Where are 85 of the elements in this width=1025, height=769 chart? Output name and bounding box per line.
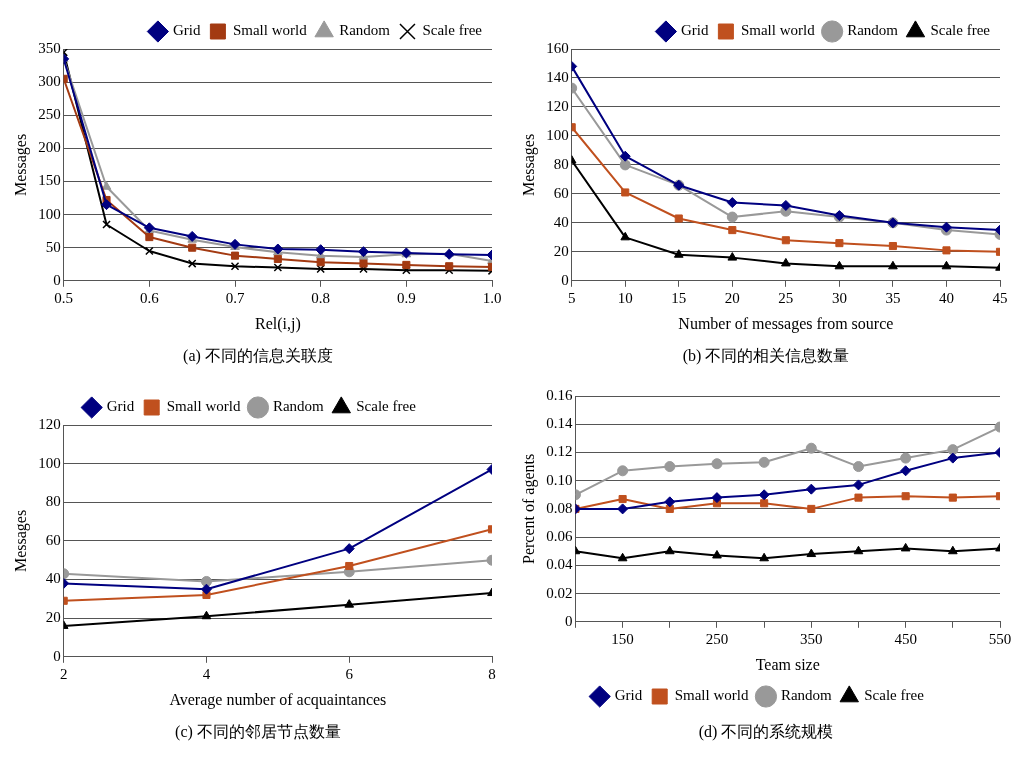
x-tick-label: 6	[345, 665, 354, 682]
y-tick-label: 0.08	[546, 499, 573, 516]
x-tick-label: 0.6	[139, 289, 160, 306]
y-tick-label: 0.10	[546, 471, 573, 488]
y-tick-label: 300	[38, 73, 61, 90]
x-tick-label: 5	[567, 289, 576, 306]
y-tick-label: 60	[45, 531, 61, 548]
x-tick-label: 0.8	[311, 289, 331, 306]
y-tick-label: 60	[553, 184, 569, 201]
y-axis-title: Messages	[519, 133, 538, 197]
x-tick-label: 0.9	[396, 289, 416, 306]
x-tick-label: 550	[988, 630, 1012, 647]
legend-label: Scale free	[422, 22, 483, 39]
x-tick-label: 0.7	[225, 289, 245, 306]
x-tick-label: 1.0	[482, 289, 502, 306]
x-axis-title: Rel(i,j)	[254, 314, 301, 333]
y-tick-label: 0.02	[546, 584, 573, 601]
y-tick-label: 0.06	[546, 528, 573, 545]
y-tick-label: 80	[553, 155, 569, 172]
x-tick-label: 2	[59, 665, 68, 682]
legend-label: Scale free	[930, 22, 991, 39]
y-tick-label: 250	[38, 106, 61, 123]
x-tick-label: 25	[778, 289, 794, 306]
legend-label: Small world	[166, 398, 241, 415]
x-tick-label: 350	[800, 630, 823, 647]
x-tick-label: 30	[831, 289, 847, 306]
y-tick-label: 140	[546, 68, 569, 85]
text: (a) 不同的信息关联度	[182, 346, 334, 367]
x-tick-label: 450	[894, 630, 917, 647]
x-tick-label: 4	[202, 665, 211, 682]
x-axis-title: Team size	[755, 655, 820, 673]
y-tick-label: 0	[561, 271, 569, 288]
y-tick-label: 150	[38, 172, 61, 189]
y-tick-label: 100	[38, 454, 61, 471]
y-tick-label: 0	[564, 612, 573, 629]
y-tick-label: 120	[546, 97, 569, 114]
text: (b) 不同的相关信息数量	[681, 346, 851, 367]
x-tick-label: 8	[488, 665, 496, 682]
y-tick-label: 0.16	[546, 386, 573, 403]
y-tick-label: 120	[38, 415, 61, 432]
y-tick-label: 0.04	[546, 556, 573, 573]
legend-label: Scale free	[864, 687, 925, 704]
legend-label: Grid	[172, 22, 201, 39]
x-axis-title: Number of messages from source	[678, 314, 894, 333]
legend-label: Random	[272, 398, 325, 415]
y-axis-title: Percent of agents	[519, 453, 538, 564]
legend-label: Random	[339, 22, 391, 39]
legend-label: Random	[780, 687, 833, 704]
x-tick-label: 250	[705, 630, 729, 647]
y-axis-title: Messages	[11, 509, 30, 573]
y-tick-label: 0	[53, 647, 61, 664]
x-tick-label: 20	[724, 289, 740, 306]
text: (c) 不同的邻居节点数量	[174, 722, 342, 743]
legend-label: Small world	[232, 22, 308, 39]
x-tick-label: 40	[938, 289, 954, 306]
y-tick-label: 20	[45, 609, 61, 626]
legend-label: Small world	[674, 687, 749, 704]
legend-label: Grid	[614, 687, 643, 704]
text: (d) 不同的系统规模	[697, 722, 835, 743]
y-tick-label: 200	[38, 139, 61, 156]
legend-label: Small world	[740, 22, 816, 39]
x-tick-label: 45	[992, 289, 1008, 306]
y-tick-label: 20	[553, 242, 569, 259]
x-tick-label: 150	[611, 630, 634, 647]
y-tick-label: 50	[45, 238, 61, 255]
y-tick-label: 40	[45, 570, 61, 587]
x-axis-title: Average number of acquaintances	[169, 690, 387, 709]
x-tick-label: 35	[885, 289, 901, 306]
y-tick-label: 40	[553, 213, 569, 230]
y-tick-label: 100	[38, 205, 61, 222]
y-tick-label: 350	[38, 39, 61, 56]
y-tick-label: 0.12	[546, 443, 573, 460]
x-tick-label: 15	[671, 289, 687, 306]
legend-label: Random	[847, 22, 899, 39]
y-tick-label: 80	[45, 493, 61, 510]
y-axis-title: Messages	[11, 133, 30, 197]
y-tick-label: 100	[546, 126, 569, 143]
y-tick-label: 0.14	[546, 415, 573, 432]
legend-label: Grid	[680, 22, 709, 39]
x-tick-label: 0.5	[54, 289, 74, 306]
y-tick-label: 160	[546, 39, 569, 56]
legend-label: Scale free	[356, 398, 417, 415]
legend-label: Grid	[106, 398, 135, 415]
y-tick-label: 0	[53, 271, 61, 288]
x-tick-label: 10	[617, 289, 633, 306]
